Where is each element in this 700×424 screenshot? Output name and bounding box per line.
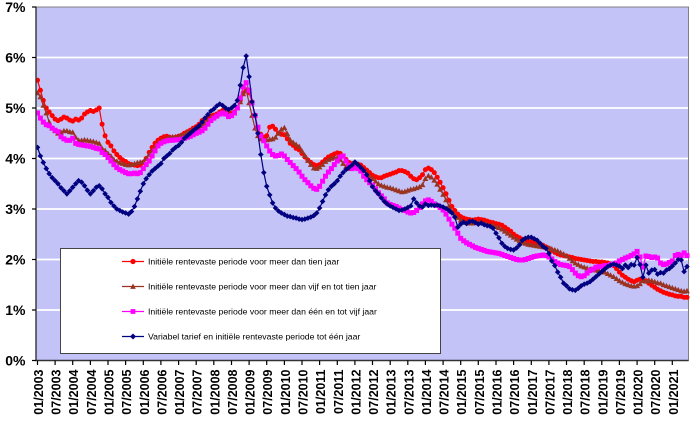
svg-text:07/2008: 07/2008 (226, 369, 240, 414)
svg-text:Initiële rentevaste periode vo: Initiële rentevaste periode voor meer da… (148, 257, 339, 267)
svg-text:07/2013: 07/2013 (402, 369, 416, 414)
svg-text:01/2021: 01/2021 (667, 369, 681, 414)
svg-text:01/2008: 01/2008 (208, 369, 222, 414)
svg-text:Initiële rentevaste periode vo: Initiële rentevaste periode voor meer da… (148, 282, 377, 292)
svg-text:01/2017: 01/2017 (526, 369, 540, 414)
svg-text:4%: 4% (5, 151, 26, 167)
svg-text:01/2014: 01/2014 (420, 369, 434, 414)
svg-text:01/2009: 01/2009 (244, 369, 258, 414)
svg-text:07/2012: 07/2012 (367, 369, 381, 414)
svg-text:07/2009: 07/2009 (261, 369, 275, 414)
svg-text:01/2004: 01/2004 (67, 369, 81, 414)
svg-text:01/2012: 01/2012 (349, 369, 363, 414)
svg-text:01/2020: 01/2020 (632, 369, 646, 414)
svg-text:07/2018: 07/2018 (579, 369, 593, 414)
svg-text:01/2018: 01/2018 (561, 369, 575, 414)
svg-text:07/2005: 07/2005 (120, 369, 134, 414)
svg-text:01/2019: 01/2019 (596, 369, 610, 414)
svg-text:07/2004: 07/2004 (85, 369, 99, 414)
svg-text:07/2003: 07/2003 (50, 369, 64, 414)
svg-text:07/2015: 07/2015 (473, 369, 487, 414)
svg-text:07/2006: 07/2006 (155, 369, 169, 414)
svg-text:Variabel tarief en initiële re: Variabel tarief en initiële rentevaste p… (148, 332, 360, 342)
svg-text:01/2010: 01/2010 (279, 369, 293, 414)
svg-text:01/2006: 01/2006 (138, 369, 152, 414)
svg-text:01/2003: 01/2003 (32, 369, 46, 414)
svg-text:01/2007: 01/2007 (173, 369, 187, 414)
svg-text:07/2011: 07/2011 (332, 369, 346, 414)
svg-text:3%: 3% (5, 201, 26, 217)
svg-text:7%: 7% (5, 0, 26, 15)
svg-text:01/2016: 01/2016 (491, 369, 505, 414)
svg-text:Initiële rentevaste periode vo: Initiële rentevaste periode voor meer da… (148, 307, 377, 317)
svg-text:01/2005: 01/2005 (103, 369, 117, 414)
svg-text:07/2019: 07/2019 (614, 369, 628, 414)
svg-text:1%: 1% (5, 302, 26, 318)
svg-text:07/2014: 07/2014 (438, 369, 452, 414)
svg-text:07/2017: 07/2017 (543, 369, 557, 414)
svg-text:01/2013: 01/2013 (385, 369, 399, 414)
svg-text:5%: 5% (5, 100, 26, 116)
svg-text:07/2010: 07/2010 (297, 369, 311, 414)
svg-text:0%: 0% (5, 353, 26, 369)
svg-text:07/2020: 07/2020 (649, 369, 663, 414)
svg-text:2%: 2% (5, 252, 26, 268)
svg-text:07/2007: 07/2007 (191, 369, 205, 414)
svg-text:6%: 6% (5, 50, 26, 66)
svg-text:01/2011: 01/2011 (314, 369, 328, 414)
svg-text:07/2016: 07/2016 (508, 369, 522, 414)
svg-text:01/2015: 01/2015 (455, 369, 469, 414)
